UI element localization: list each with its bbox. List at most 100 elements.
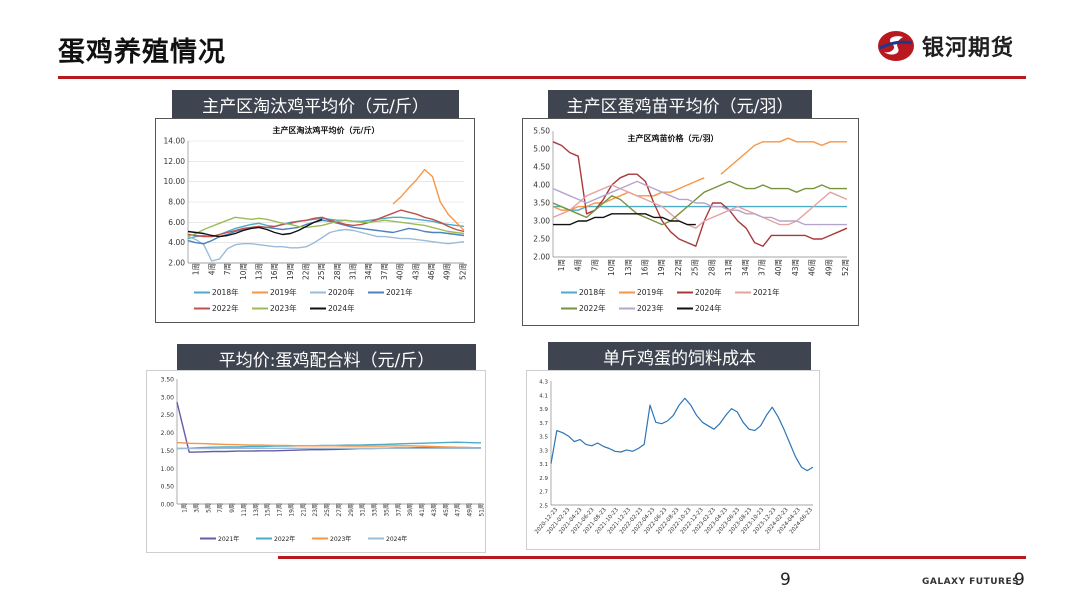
- x-tick-label: 4周: [574, 259, 583, 271]
- series-line-2019年: [552, 137, 847, 211]
- legend-label: 2022年: [212, 303, 239, 313]
- legend-item: 2023年: [312, 535, 351, 543]
- legend-item: 2021年: [735, 287, 780, 297]
- y-tick-label: 3.3: [539, 448, 548, 454]
- y-tick-label: 2.00: [161, 430, 175, 437]
- y-tick-label: 4.3: [539, 380, 548, 386]
- x-tick-label: 43周: [411, 263, 420, 280]
- x-tick-label: 35周: [383, 503, 390, 517]
- x-tick-label: 25周: [317, 263, 326, 280]
- x-tick-label: 31周: [360, 503, 367, 517]
- x-tick-label: 33周: [372, 503, 379, 517]
- series-line-2020年: [552, 141, 848, 247]
- panel-label-cull-hen: 主产区淘汰鸡平均价（元/斤）: [172, 90, 459, 118]
- legend-label: 2023年: [330, 535, 351, 543]
- legend-label: 2022年: [579, 303, 606, 313]
- y-tick-label: 0.00: [161, 502, 175, 509]
- legend-label: 2021年: [218, 535, 239, 543]
- series-line-2022年: [552, 180, 847, 226]
- x-tick-label: 7周: [217, 503, 224, 513]
- page-number: 9: [780, 570, 791, 590]
- y-tick-label: 4.00: [533, 181, 550, 190]
- x-tick-label: 23周: [312, 503, 319, 517]
- x-tick-label: 1周: [557, 259, 566, 271]
- y-tick-label: 4.00: [168, 238, 185, 247]
- x-tick-label: 13周: [254, 263, 263, 280]
- y-tick-label: 4.1: [539, 393, 548, 399]
- x-tick-label: 1周: [182, 503, 189, 513]
- series-line-2021年: [187, 219, 465, 245]
- x-tick-label: 5周: [205, 503, 212, 513]
- panel-label-feed: 平均价:蛋鸡配合料（元/斤）: [177, 344, 476, 372]
- x-tick-label: 19周: [288, 503, 295, 517]
- y-tick-label: 3.00: [533, 217, 550, 226]
- chart-svg-cull-hen: 主产区淘汰鸡平均价（元/斤） 2.00 4.00 6.00 8.00 10.00 12.00…: [164, 125, 468, 313]
- y-tick-label: 2.00: [168, 259, 185, 268]
- panel-label-chick: 主产区蛋鸡苗平均价（元/羽）: [548, 90, 812, 118]
- legend-label: 2021年: [386, 287, 413, 297]
- series-line-feed-cost: [550, 397, 814, 472]
- y-tick-label: 1.50: [161, 448, 175, 455]
- page-number-right: 9: [1014, 570, 1025, 590]
- x-tick-label: 31周: [724, 259, 733, 276]
- x-tick-label: 37周: [380, 263, 389, 280]
- legend-label: 2020年: [328, 287, 355, 297]
- x-tick-label: 34周: [364, 263, 373, 280]
- legend-label: 2023年: [637, 303, 664, 313]
- series-line-2018年: [553, 205, 847, 211]
- legend-item: 2021年: [368, 287, 413, 297]
- legend-label: 2023年: [270, 303, 297, 313]
- y-tick-label: 0.50: [161, 484, 175, 491]
- x-tick-label: 39周: [407, 503, 414, 517]
- footer-brand: GALAXY FUTURES: [922, 577, 1020, 587]
- legend-label: 2022年: [274, 535, 295, 543]
- x-tick-label: 37周: [395, 503, 402, 517]
- x-tick-label: 22周: [301, 263, 310, 280]
- x-tick-label: 16周: [270, 263, 279, 280]
- y-tick-label: 5.50: [533, 127, 550, 136]
- x-tick-label: 10周: [239, 263, 248, 280]
- series-line-2024年: [553, 213, 696, 226]
- legend-label: 2020年: [695, 287, 722, 297]
- y-tick-label: 3.7: [539, 421, 548, 427]
- legend-label: 2019年: [637, 287, 664, 297]
- footer-rule: [278, 556, 1026, 559]
- legend-item: 2022年: [256, 535, 295, 543]
- series-line-2019年: [392, 168, 465, 231]
- series-line-2024年: [187, 218, 323, 238]
- x-tick-label: 37周: [757, 259, 766, 276]
- y-tick-label: 3.50: [161, 377, 175, 384]
- legend-item: 2020年: [310, 287, 355, 297]
- legend-item: 2024年: [677, 303, 722, 313]
- series-line-2020年: [187, 228, 465, 262]
- legend-item: 2024年: [368, 535, 407, 543]
- x-tick-label: 7周: [223, 263, 232, 275]
- y-tick-label: 1.00: [161, 466, 175, 473]
- y-tick-label: 3.9: [539, 407, 548, 413]
- x-tick-label: 13周: [624, 259, 633, 276]
- x-tick-label: 43周: [791, 259, 800, 276]
- x-tick-label: 25周: [691, 259, 700, 276]
- chart-svg-feed-cost: 2.52.72.93.13.33.53.73.94.14.32020-12-23…: [534, 380, 814, 536]
- legend-item: 2022年: [194, 303, 239, 313]
- chart-svg-feed: 0.00 0.50 1.00 1.50 2.00 2.50 3.00 3.50 1周 3周 5周 7周…: [161, 377, 485, 544]
- x-tick-label: 51周: [478, 503, 485, 517]
- series-line-2023年: [187, 216, 465, 238]
- y-tick-label: 2.00: [533, 253, 550, 262]
- x-tick-label: 46周: [427, 263, 436, 280]
- x-tick-label: 52周: [458, 263, 467, 280]
- x-tick-label: 10周: [607, 259, 616, 276]
- legend-item: 2022年: [561, 303, 606, 313]
- legend-item: 2018年: [561, 287, 606, 297]
- x-tick-label: 45周: [443, 503, 450, 517]
- legend-item: 2023年: [619, 303, 664, 313]
- legend-item: 2024年: [310, 303, 355, 313]
- brand-name: 银河期货: [922, 36, 1015, 61]
- y-tick-label: 3.50: [533, 199, 550, 208]
- x-tick-label: 7周: [590, 259, 599, 271]
- legend-label: 2021年: [753, 287, 780, 297]
- x-tick-label: 49周: [443, 263, 452, 280]
- y-tick-label: 2.50: [533, 235, 550, 244]
- chart-feed-cost: 2.5 2.7 2.9 3.1 3.3 3.5 3.7 3.9 4.1 4.3 2020-12-23…: [526, 370, 820, 550]
- x-tick-label: 21周: [300, 503, 307, 517]
